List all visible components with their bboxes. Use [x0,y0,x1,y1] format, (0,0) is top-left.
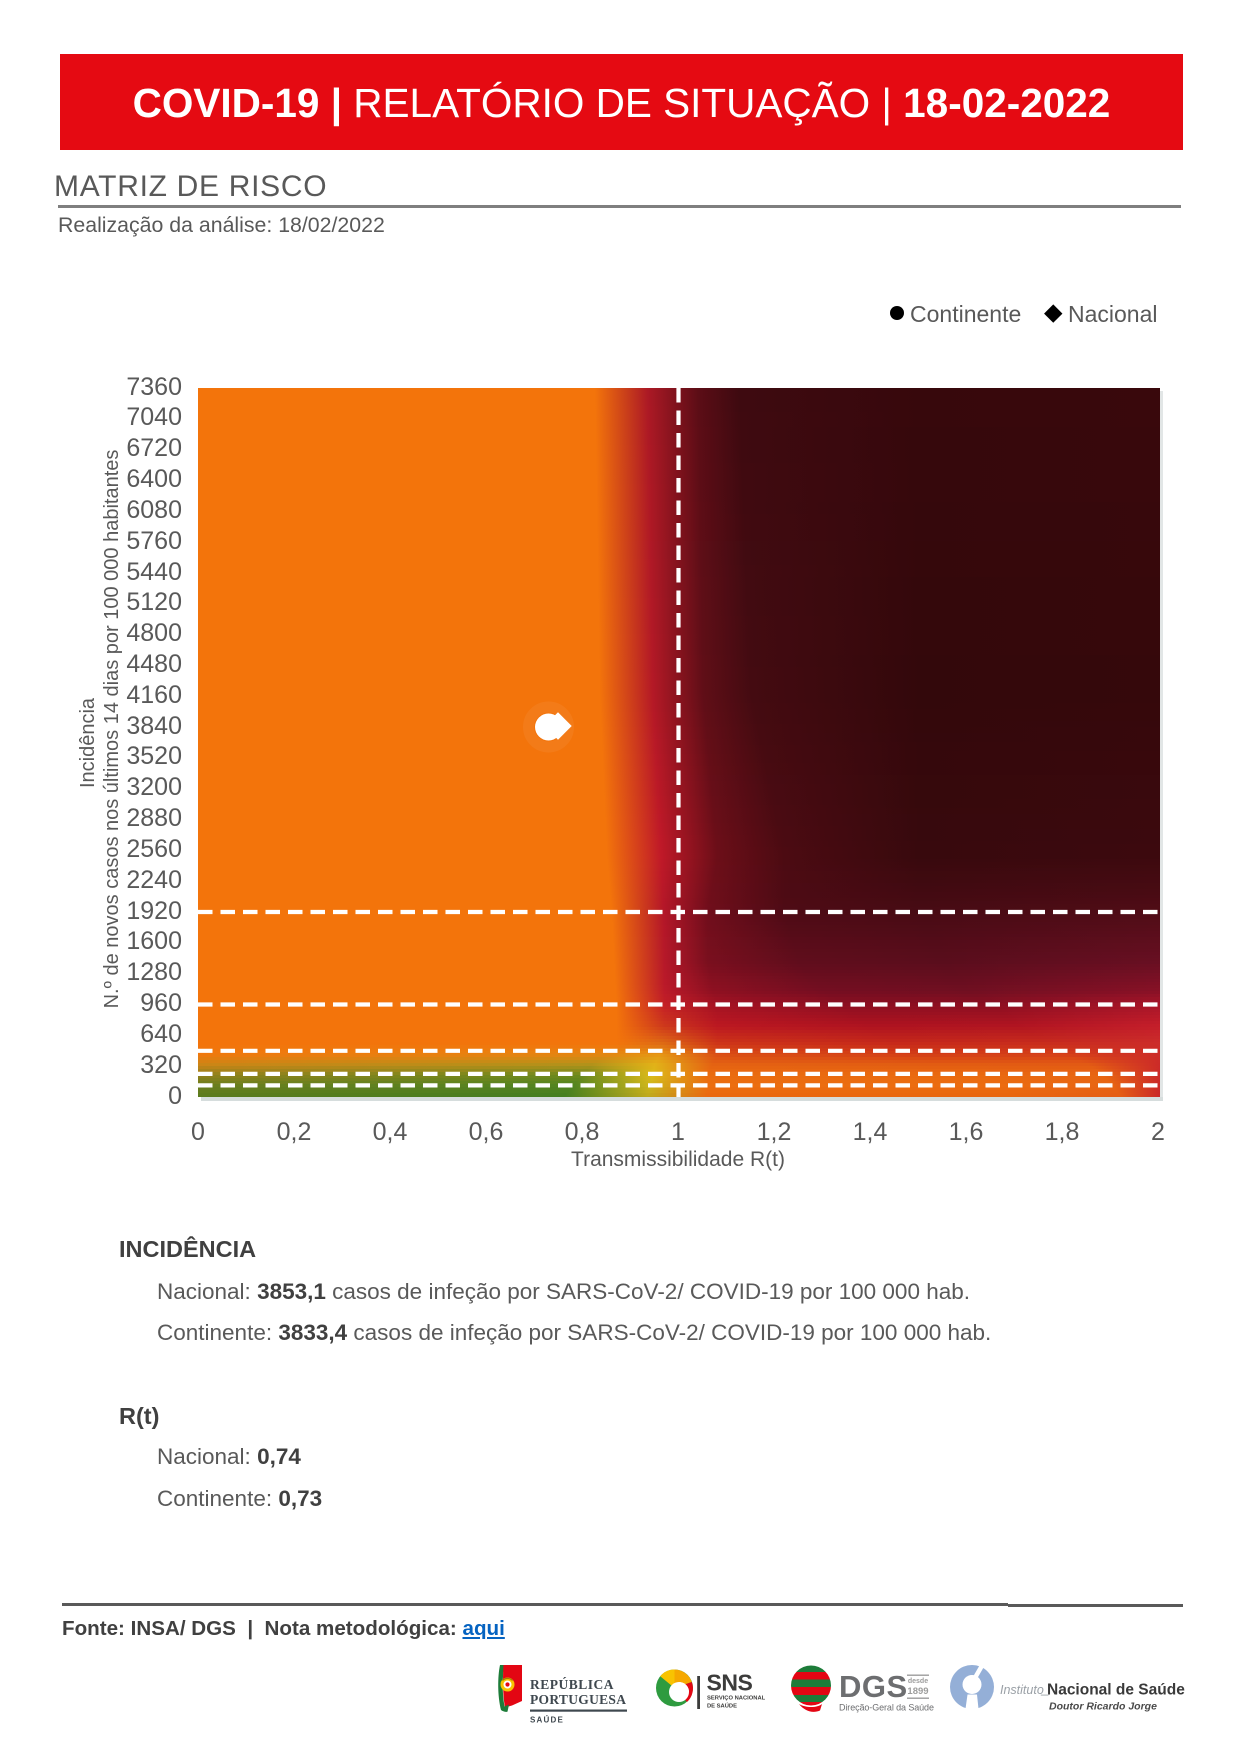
svg-text:Nacional de Saúde: Nacional de Saúde [1047,1682,1185,1699]
svg-text:_: _ [1040,1681,1049,1696]
svg-text:Instituto: Instituto [1000,1683,1044,1697]
svg-text:PORTUGUESA: PORTUGUESA [530,1692,626,1707]
svg-text:SERVIÇO NACIONAL: SERVIÇO NACIONAL [707,1696,766,1702]
svg-text:1899: 1899 [907,1686,928,1697]
svg-text:Direção-Geral da Saúde: Direção-Geral da Saúde [839,1703,934,1713]
svg-text:Doutor Ricardo Jorge: Doutor Ricardo Jorge [1049,1701,1157,1713]
svg-text:DE SAÚDE: DE SAÚDE [707,1703,737,1710]
svg-text:desde: desde [908,1678,928,1685]
svg-text:SAÚDE: SAÚDE [530,1716,564,1725]
svg-text:SNS: SNS [707,1670,753,1696]
svg-text:DGS: DGS [839,1669,908,1704]
svg-text:REPÚBLICA: REPÚBLICA [530,1677,614,1692]
